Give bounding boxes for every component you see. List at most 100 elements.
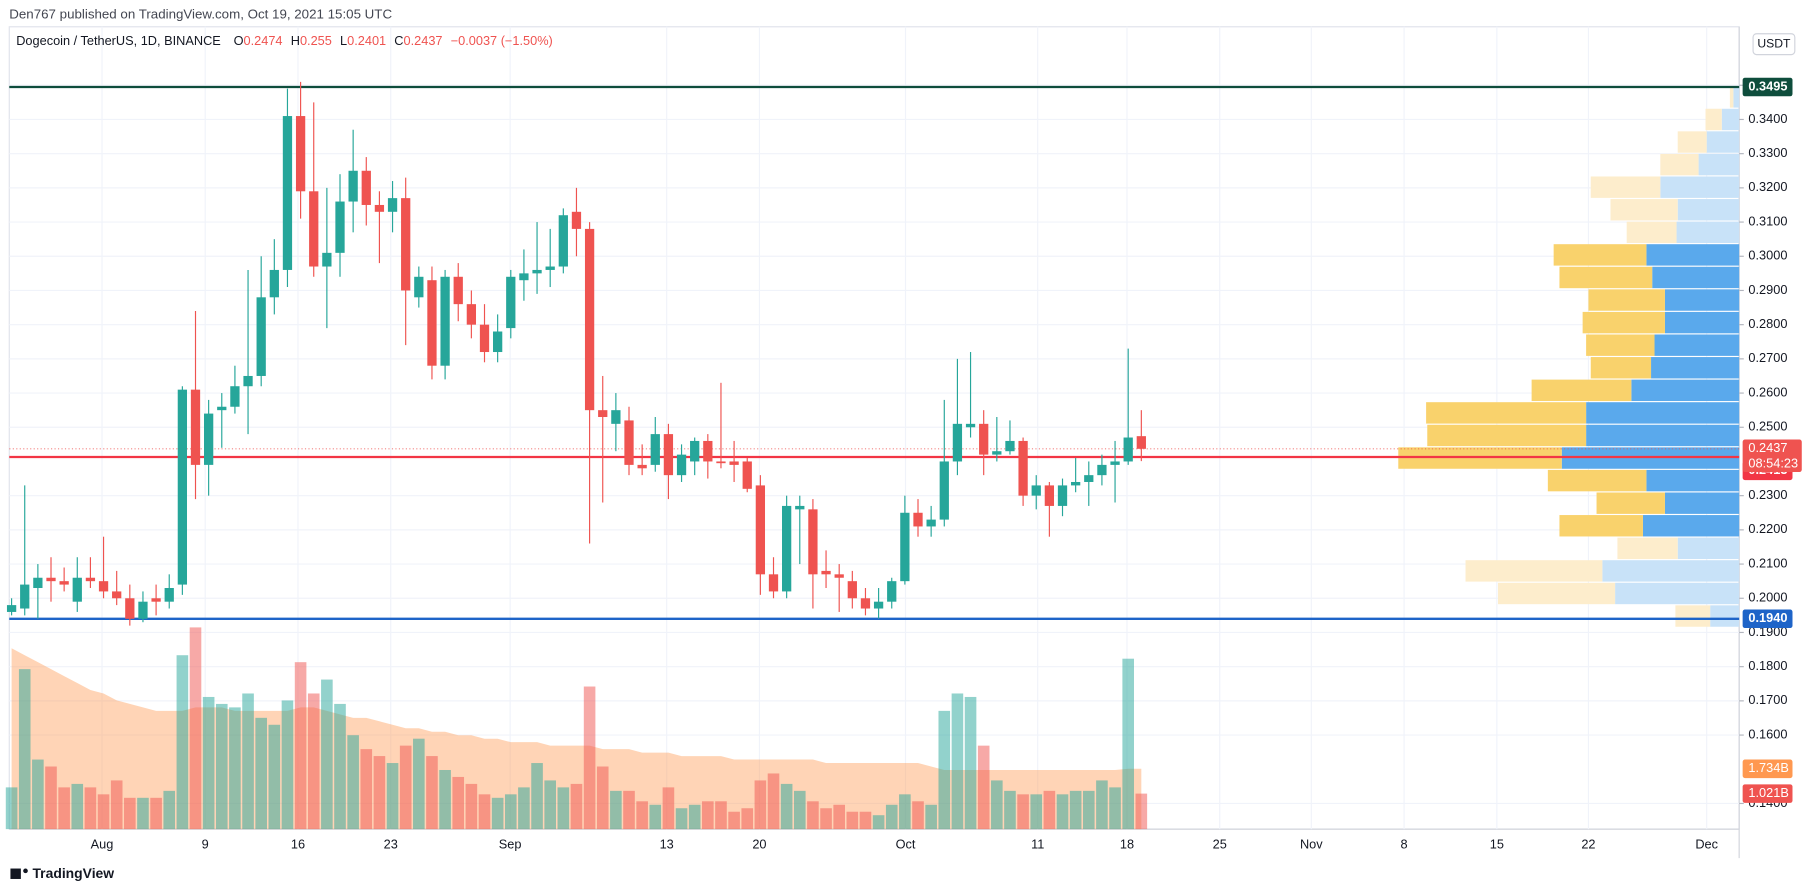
y-tick-label: 0.2100 (1748, 555, 1787, 570)
volume-bar (715, 801, 727, 830)
candle-body (243, 375, 253, 387)
profile-down (1626, 221, 1677, 244)
axes: 0.14000.16000.17000.18000.19000.20000.21… (91, 77, 1802, 852)
candle-body (348, 170, 358, 202)
volume-bar (596, 766, 609, 830)
volume-bar (163, 790, 176, 830)
y-tick-label: 0.2600 (1748, 384, 1787, 399)
candle-body (164, 588, 174, 602)
candle-body (979, 423, 989, 455)
candle-body (46, 577, 56, 582)
profile-up (1642, 515, 1740, 537)
volume-bar (413, 738, 425, 830)
currency-box[interactable] (1752, 33, 1796, 56)
volume-bar (307, 693, 320, 830)
candle-body (125, 598, 135, 619)
profile-up (1733, 86, 1740, 108)
logo-dot (23, 868, 28, 874)
footer-logo (10, 868, 28, 879)
candle-body (479, 324, 490, 353)
profile-up (1654, 334, 1740, 356)
candle-body (217, 406, 227, 411)
volume-bar (872, 815, 885, 830)
profile-down (1729, 86, 1734, 108)
volume-bar (636, 801, 648, 830)
candle-body (624, 420, 634, 465)
volume-bar (439, 769, 451, 830)
candle-body (965, 423, 976, 428)
x-tick-label: 11 (1031, 837, 1044, 852)
profile-down (1553, 244, 1647, 266)
ohlc-letter: H (291, 33, 300, 48)
volume-bar (570, 783, 583, 830)
candle-body (545, 266, 555, 270)
volume-bar (1017, 794, 1029, 830)
volume-bar (465, 783, 478, 830)
candle-body (361, 170, 371, 205)
volume-bar (1069, 790, 1082, 830)
x-tick-label: 15 (1490, 837, 1504, 852)
volume-bar (623, 790, 635, 830)
volume-bar (899, 794, 911, 830)
logo-mark (10, 868, 21, 879)
volume-bar (281, 700, 294, 830)
volume-bar (5, 787, 18, 830)
volume-bar (229, 707, 241, 830)
volume-bar (124, 797, 136, 830)
volume-bar (426, 756, 438, 830)
candle-body (782, 505, 792, 592)
profile-down (1531, 379, 1632, 402)
profile-up (1664, 311, 1740, 334)
profile-up (1698, 153, 1740, 176)
profile-up (1586, 402, 1740, 424)
volume-bar (71, 783, 84, 830)
level-label-box (1742, 609, 1793, 629)
ohlc-value: 0.2437 (404, 33, 443, 48)
volume-bar (807, 801, 819, 830)
profile-down (1426, 402, 1587, 424)
volume-pane (5, 627, 1148, 830)
candle-body (808, 509, 818, 575)
volume-bar (741, 808, 754, 830)
profile-down (1427, 424, 1587, 447)
candle-body (1110, 461, 1120, 465)
volume-bar (1043, 790, 1056, 830)
x-tick-label: Nov (1300, 837, 1323, 852)
volume-bar (649, 804, 662, 830)
y-tick-label: 0.2900 (1748, 282, 1787, 297)
x-tick-label: 9 (202, 837, 209, 852)
volume-label: 1.021B (1748, 785, 1788, 800)
candle-body (887, 581, 897, 602)
candle-body (729, 461, 739, 465)
volume-bar (334, 703, 346, 830)
volume-bar (544, 780, 556, 830)
volume-bar (360, 749, 373, 830)
candle-body (98, 581, 109, 592)
volume-bar (1096, 780, 1108, 830)
ohlc-letter: L (340, 33, 347, 48)
x-tick-label: Aug (91, 837, 114, 852)
volume-bar (268, 724, 281, 830)
candle-body (335, 201, 345, 253)
volume-bar (110, 780, 123, 830)
profile-up (1652, 266, 1740, 289)
candle-body (453, 276, 463, 305)
candle-body (151, 598, 161, 602)
x-tick-label: 13 (660, 837, 674, 852)
volume-bar (189, 627, 202, 830)
volume-label-box (1742, 759, 1793, 779)
candle-body (519, 273, 529, 281)
candle-body (322, 252, 332, 267)
volume-bar (885, 804, 898, 830)
candle-body (414, 276, 424, 298)
candle-body (1071, 481, 1081, 486)
y-tick-label: 0.2500 (1748, 419, 1787, 434)
candle-body (72, 577, 82, 602)
volume-bar (820, 808, 832, 830)
candle-body (138, 601, 148, 619)
volume-bar (964, 696, 977, 830)
volume-bar (583, 686, 596, 830)
candle-body (401, 198, 411, 291)
candle-body (584, 228, 595, 411)
